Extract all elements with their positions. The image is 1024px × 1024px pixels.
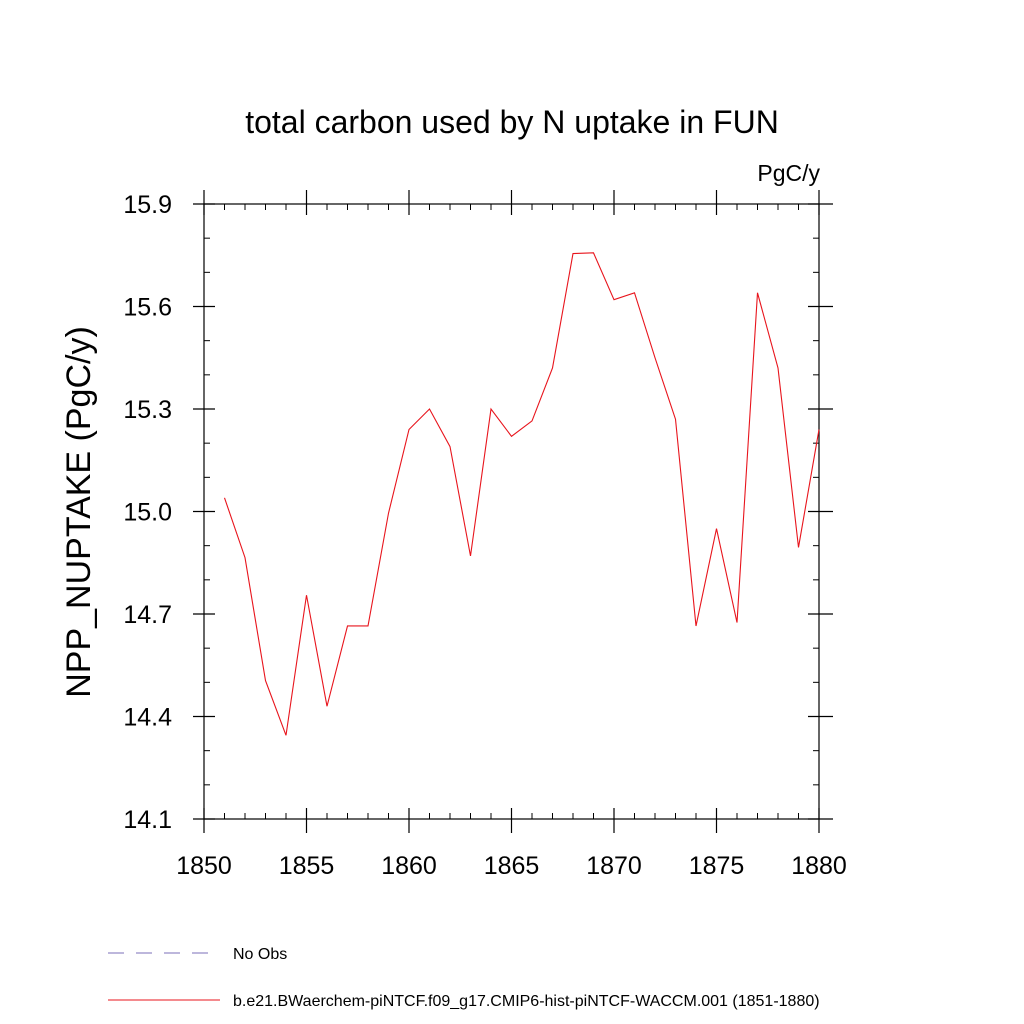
y-tick-label: 15.3 <box>123 396 172 424</box>
y-tick-label: 14.4 <box>123 704 172 732</box>
y-tick-label: 15.0 <box>123 499 172 527</box>
plot-frame <box>203 203 820 820</box>
x-tick-label: 1855 <box>279 852 335 880</box>
y-tick-label: 14.7 <box>123 601 172 629</box>
chart-title: total carbon used by N uptake in FUN <box>245 104 779 140</box>
plot-border <box>203 203 820 820</box>
y-axis-label: NPP_NUPTAKE (PgC/y) <box>60 326 98 698</box>
x-tick-label: 1860 <box>381 852 437 880</box>
x-tick-label: 1870 <box>586 852 642 880</box>
y-tick-label: 15.6 <box>123 294 172 322</box>
y-tick-label: 15.9 <box>123 191 172 219</box>
y-tick-label: 14.1 <box>123 806 172 834</box>
y-axis-ticks: 14.1 14.4 14.7 15.0 15.3 15.6 15.9 <box>123 191 833 834</box>
x-tick-label: 1880 <box>791 852 847 880</box>
legend: No Obs b.e21.BWaerchem-piNTCF.f09_g17.CMI… <box>108 946 820 1010</box>
legend-label: No Obs <box>233 946 287 963</box>
x-axis-ticks: 1850 1855 1860 1865 1870 1875 1880 <box>176 190 847 880</box>
legend-label: b.e21.BWaerchem-piNTCF.f09_g17.CMIP6-his… <box>233 993 820 1010</box>
x-tick-label: 1850 <box>176 852 232 880</box>
series-line <box>223 252 820 736</box>
x-tick-label: 1875 <box>689 852 745 880</box>
x-tick-label: 1865 <box>484 852 540 880</box>
units-label: PgC/y <box>757 160 820 186</box>
series-layer <box>223 252 820 736</box>
